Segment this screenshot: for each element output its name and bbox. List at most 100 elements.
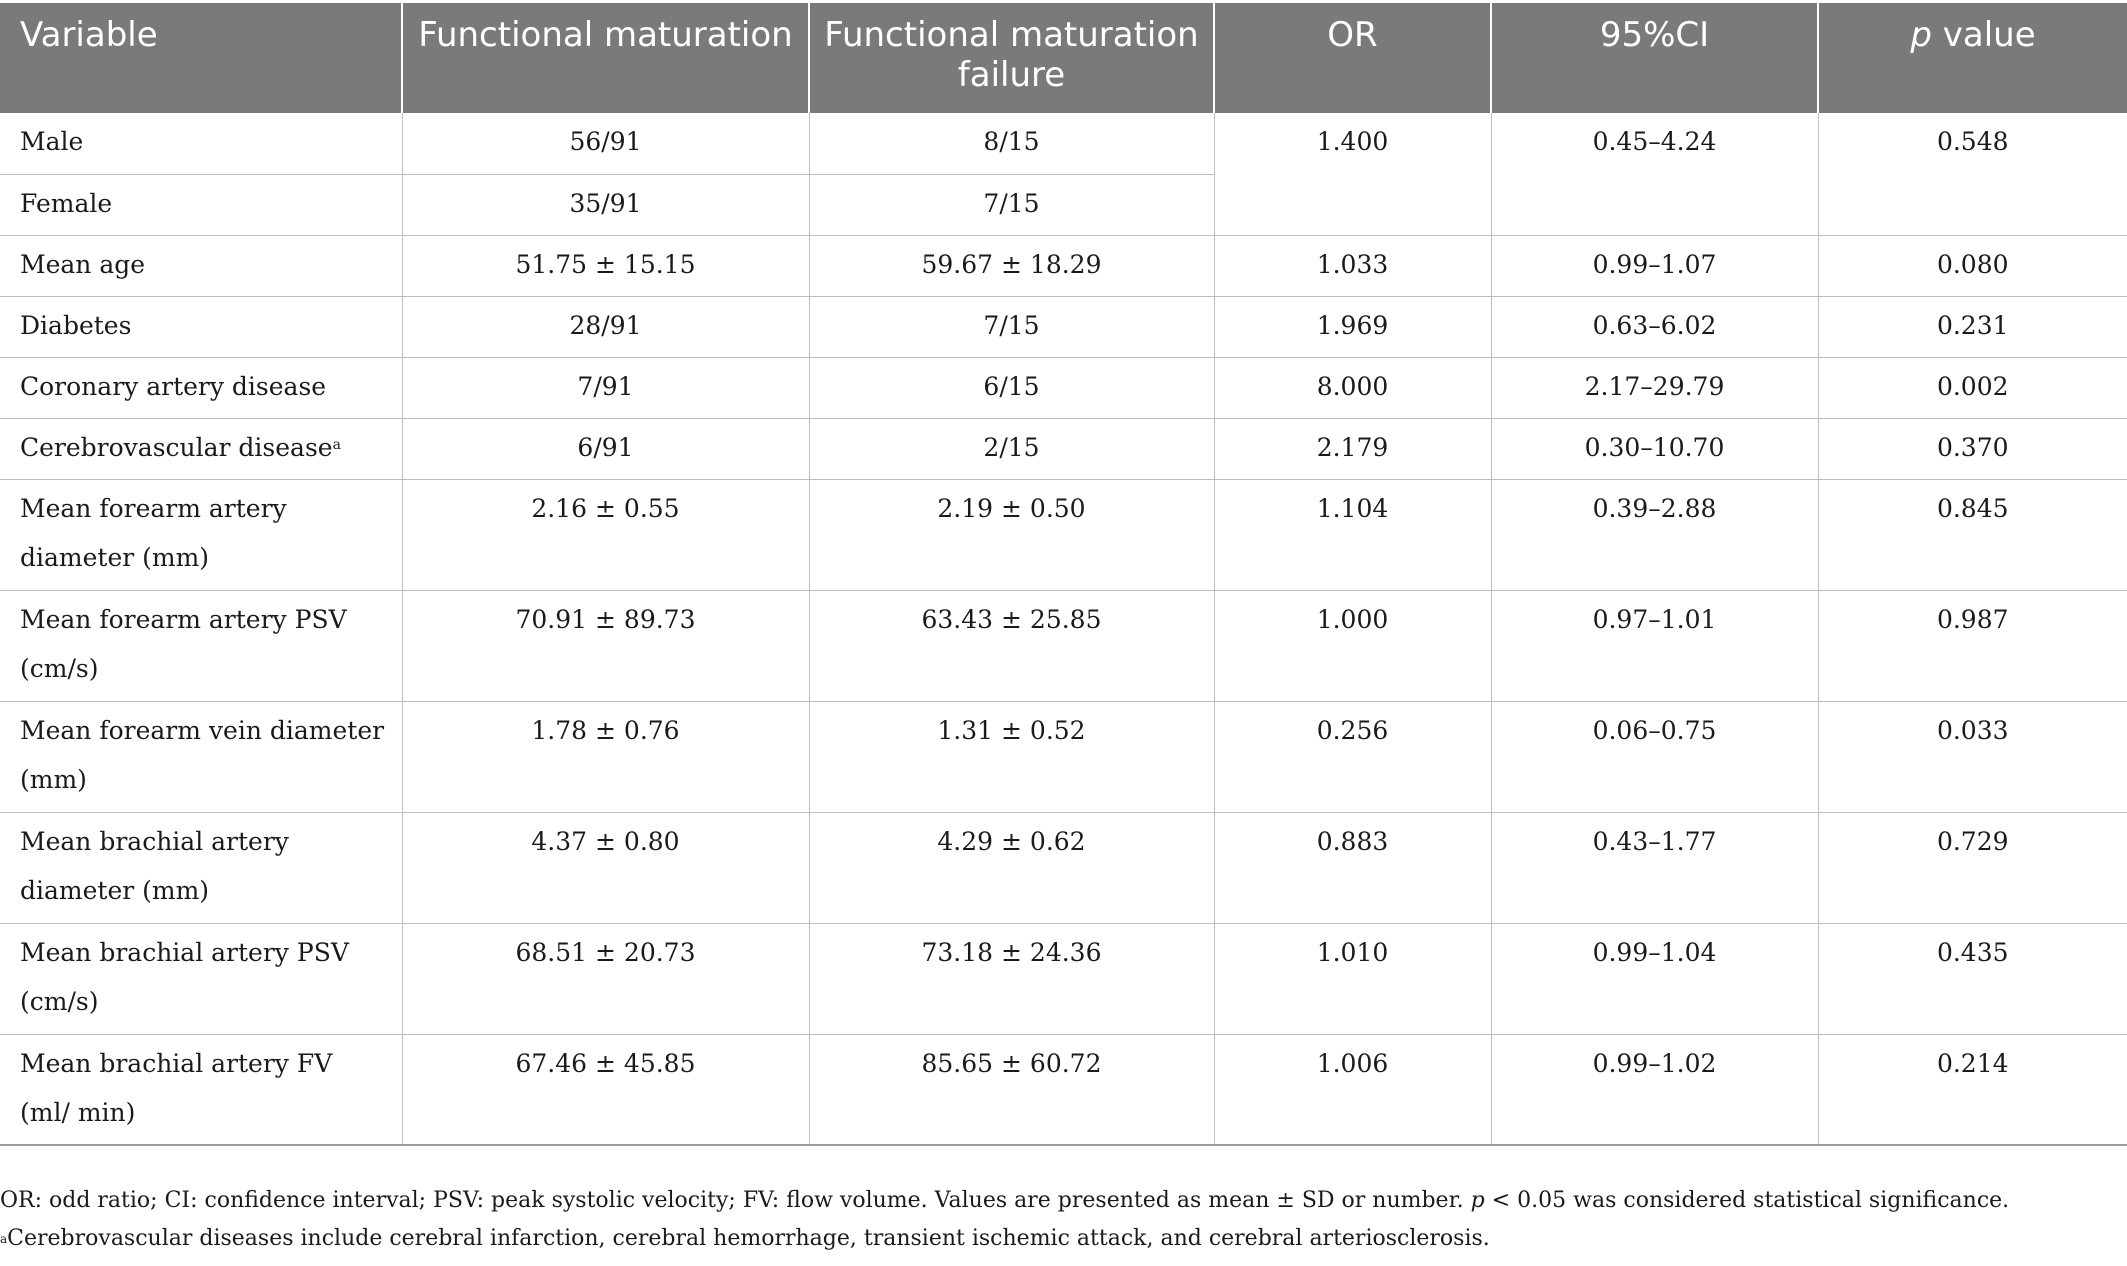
cell-variable: Diabetes xyxy=(0,295,403,358)
cell-p: 0.080 xyxy=(1817,234,2127,297)
cell-p: 0.548 xyxy=(1817,113,2127,236)
cell-fm: 4.37 ± 0.80 xyxy=(401,811,810,924)
cell-variable: Coronary artery disease xyxy=(0,356,403,419)
cell-ci: 0.63–6.02 xyxy=(1490,295,1819,358)
p-symbol: p xyxy=(1470,1188,1485,1213)
table-body: Male 56/91 8/15 1.400 0.45–4.24 0.548 Fe… xyxy=(0,113,2127,1146)
cell-fmf: 59.67 ± 18.29 xyxy=(808,234,1215,297)
cell-ci: 0.97–1.01 xyxy=(1490,589,1819,702)
footnote-text: Cerebrovascular diseases include cerebra… xyxy=(7,1226,1490,1251)
header-ci: 95%CI xyxy=(1490,3,1818,113)
cell-or: 1.033 xyxy=(1213,234,1492,297)
cell-ci: 0.45–4.24 xyxy=(1490,113,1819,236)
header-variable: Variable xyxy=(0,3,402,113)
cell-variable: Mean brachial artery FV (ml/ min) xyxy=(0,1033,403,1146)
cell-p: 0.987 xyxy=(1817,589,2127,702)
cell-fm: 7/91 xyxy=(401,356,810,419)
cell-variable: Mean age xyxy=(0,234,403,297)
cell-or: 8.000 xyxy=(1213,356,1492,419)
cell-or: 1.000 xyxy=(1213,589,1492,702)
table-row: Mean forearm vein diameter (mm) 1.78 ± 0… xyxy=(0,700,2127,813)
cell-or: 2.179 xyxy=(1213,417,1492,480)
cell-fmf: 63.43 ± 25.85 xyxy=(808,589,1215,702)
cell-or: 1.400 xyxy=(1213,113,1492,236)
cell-fm: 67.46 ± 45.85 xyxy=(401,1033,810,1146)
cell-fmf: 6/15 xyxy=(808,356,1215,419)
cell-fmf: 7/15 xyxy=(808,173,1214,236)
abbreviations-text: OR: odd ratio; CI: confidence interval; … xyxy=(0,1188,1464,1213)
cell-p: 0.370 xyxy=(1817,417,2127,480)
cell-fmf: 2.19 ± 0.50 xyxy=(808,478,1215,591)
table-row: Mean brachial artery diameter (mm) 4.37 … xyxy=(0,811,2127,924)
cell-fm: 28/91 xyxy=(401,295,810,358)
cell-p: 0.845 xyxy=(1817,478,2127,591)
cell-p: 0.231 xyxy=(1817,295,2127,358)
footnote-marker: a xyxy=(332,436,341,453)
cell-fmf: 1.31 ± 0.52 xyxy=(808,700,1215,813)
cell-ci: 0.39–2.88 xyxy=(1490,478,1819,591)
table-row: Diabetes 28/91 7/15 1.969 0.63–6.02 0.23… xyxy=(0,295,2127,358)
footnote: aCerebrovascular diseases include cerebr… xyxy=(0,1220,2127,1258)
cell-or: 0.883 xyxy=(1213,811,1492,924)
cell-variable: Mean brachial artery PSV (cm/s) xyxy=(0,922,403,1035)
cell-variable-text: Cerebrovascular disease xyxy=(20,432,333,462)
significance-text: < 0.05 was considered statistical signif… xyxy=(1484,1188,2010,1213)
cell-variable: Cerebrovascular diseasea xyxy=(0,417,403,480)
cell-fmf: 73.18 ± 24.36 xyxy=(808,922,1215,1035)
cell-ci: 0.99–1.07 xyxy=(1490,234,1819,297)
cell-fmf: 4.29 ± 0.62 xyxy=(808,811,1215,924)
cell-fm: 68.51 ± 20.73 xyxy=(401,922,810,1035)
cell-ci: 2.17–29.79 xyxy=(1490,356,1819,419)
cell-p: 0.002 xyxy=(1817,356,2127,419)
cell-or: 1.104 xyxy=(1213,478,1492,591)
cell-ci: 0.30–10.70 xyxy=(1490,417,1819,480)
cell-fm: 56/91 xyxy=(401,113,810,175)
cell-variable: Mean brachial artery diameter (mm) xyxy=(0,811,403,924)
table-header: Variable Functional maturation Functiona… xyxy=(0,3,2127,113)
p-symbol: p xyxy=(1910,15,1932,55)
cell-fm: 51.75 ± 15.15 xyxy=(401,234,810,297)
cell-p: 0.435 xyxy=(1817,922,2127,1035)
cell-fm: 6/91 xyxy=(401,417,810,480)
cell-ci: 0.43–1.77 xyxy=(1490,811,1819,924)
cell-ci: 0.99–1.04 xyxy=(1490,922,1819,1035)
table-row: Mean forearm artery PSV (cm/s) 70.91 ± 8… xyxy=(0,589,2127,702)
header-or: OR xyxy=(1213,3,1491,113)
cell-variable: Mean forearm artery PSV (cm/s) xyxy=(0,589,403,702)
cell-fm: 70.91 ± 89.73 xyxy=(401,589,810,702)
header-functional-maturation: Functional maturation xyxy=(401,3,809,113)
cell-p: 0.214 xyxy=(1817,1033,2127,1146)
cell-variable: Female xyxy=(0,173,403,236)
cell-fm: 2.16 ± 0.55 xyxy=(401,478,810,591)
cell-ci: 0.99–1.02 xyxy=(1490,1033,1819,1146)
table-container: Variable Functional maturation Functiona… xyxy=(0,3,2127,1146)
header-p-value-label: value xyxy=(1942,15,2036,55)
header-functional-maturation-failure: Functional maturation failure xyxy=(808,3,1214,113)
results-table: Variable Functional maturation Functiona… xyxy=(0,3,2127,1146)
cell-or: 1.010 xyxy=(1213,922,1492,1035)
abbreviations-note: OR: odd ratio; CI: confidence interval; … xyxy=(0,1182,2127,1220)
cell-ci: 0.06–0.75 xyxy=(1490,700,1819,813)
cell-fmf: 7/15 xyxy=(808,295,1215,358)
cell-fmf: 8/15 xyxy=(808,113,1215,175)
cell-fm: 1.78 ± 0.76 xyxy=(401,700,810,813)
header-row: Variable Functional maturation Functiona… xyxy=(0,3,2127,113)
table-row: Male 56/91 8/15 1.400 0.45–4.24 0.548 xyxy=(0,113,2127,236)
cell-fmf: 85.65 ± 60.72 xyxy=(808,1033,1215,1146)
cell-or: 0.256 xyxy=(1213,700,1492,813)
table-row: Coronary artery disease 7/91 6/15 8.000 … xyxy=(0,356,2127,419)
cell-p: 0.729 xyxy=(1817,811,2127,924)
cell-fmf: 2/15 xyxy=(808,417,1215,480)
cell-variable: Male xyxy=(0,113,403,175)
cell-variable: Mean forearm artery diameter (mm) xyxy=(0,478,403,591)
table-notes: OR: odd ratio; CI: confidence interval; … xyxy=(0,1182,2127,1258)
table-row: Female 35/91 7/15 xyxy=(0,173,2127,236)
cell-or: 1.969 xyxy=(1213,295,1492,358)
cell-p: 0.033 xyxy=(1817,700,2127,813)
table-row: Cerebrovascular diseasea 6/91 2/15 2.179… xyxy=(0,417,2127,480)
cell-or: 1.006 xyxy=(1213,1033,1492,1146)
table-row: Mean brachial artery FV (ml/ min) 67.46 … xyxy=(0,1033,2127,1146)
table-row: Mean forearm artery diameter (mm) 2.16 ±… xyxy=(0,478,2127,591)
footnote-marker: a xyxy=(0,1232,8,1246)
cell-fm: 35/91 xyxy=(401,173,810,236)
